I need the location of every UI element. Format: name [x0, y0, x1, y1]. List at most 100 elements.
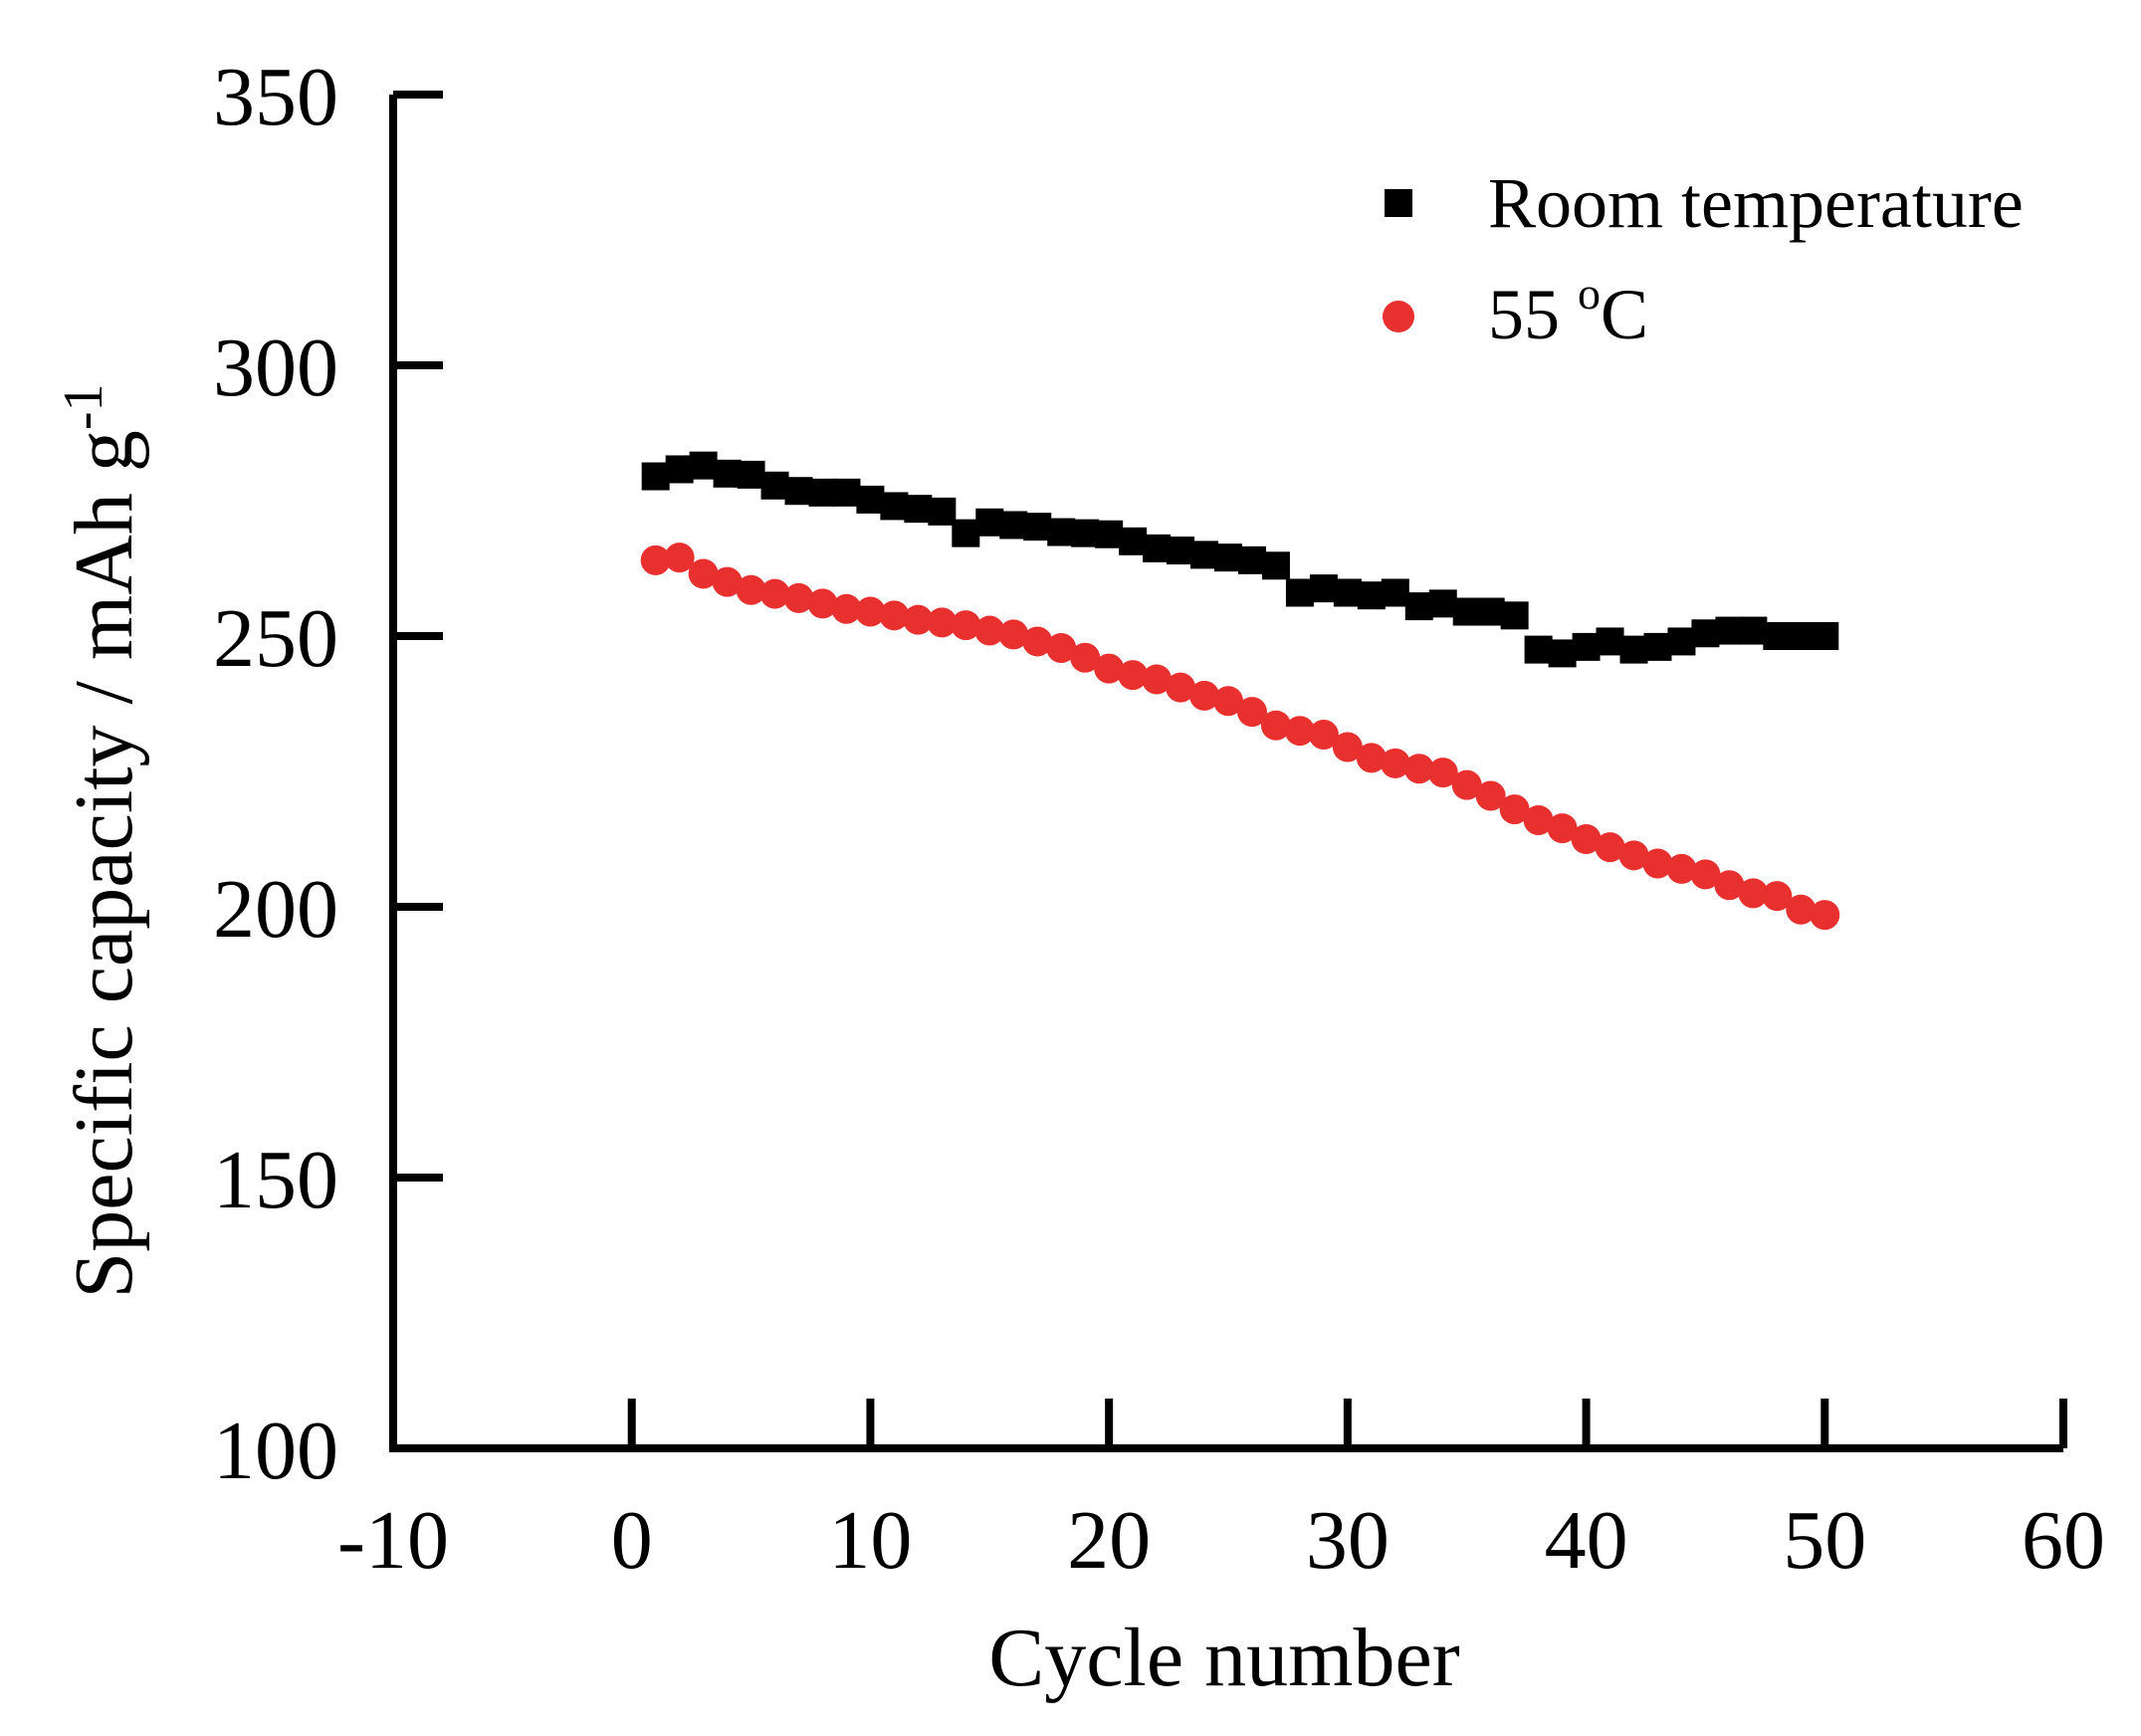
data-point-55c	[879, 600, 910, 631]
data-point-55c	[1714, 870, 1745, 901]
data-point-room-temperature	[1667, 627, 1696, 656]
x-tick-label: 10	[828, 1494, 912, 1587]
data-point-room-temperature	[760, 471, 789, 500]
data-point-room-temperature	[1333, 578, 1362, 607]
y-tick-label: 200	[213, 863, 338, 956]
data-point-55c	[807, 588, 838, 619]
data-point-55c	[998, 619, 1029, 650]
data-point-room-temperature	[808, 478, 837, 507]
data-point-room-temperature	[1715, 616, 1744, 645]
data-point-55c	[1332, 732, 1363, 762]
data-point-room-temperature	[1237, 545, 1266, 574]
data-point-room-temperature	[880, 492, 909, 521]
data-point-55c	[1356, 743, 1387, 773]
data-point-55c	[1213, 686, 1243, 717]
data-point-55c	[1738, 878, 1769, 909]
data-point-55c	[1642, 848, 1673, 879]
data-point-room-temperature	[1095, 520, 1124, 548]
data-point-55c	[1571, 824, 1602, 854]
data-point-room-temperature	[1190, 541, 1219, 569]
data-point-55c	[1166, 672, 1196, 703]
y-tick-label: 350	[213, 51, 338, 143]
y-tick-label: 250	[213, 592, 338, 685]
legend-label-55c: 55 oC	[1488, 268, 1648, 354]
data-point-room-temperature	[952, 519, 980, 547]
data-point-55c	[1786, 894, 1817, 925]
data-point-55c	[1427, 758, 1458, 788]
y-tick-label: 300	[213, 322, 338, 414]
data-point-room-temperature	[1500, 601, 1529, 630]
x-axis-label: Cycle number	[988, 1612, 1460, 1704]
data-point-55c	[712, 566, 743, 597]
data-point-55c	[831, 593, 862, 624]
series-55c	[640, 542, 1840, 931]
data-point-55c	[1475, 780, 1506, 811]
x-tick-label: 0	[611, 1494, 653, 1587]
data-point-55c	[1618, 840, 1649, 871]
data-point-55c	[1810, 900, 1840, 931]
y-tick-label: 150	[213, 1134, 338, 1226]
y-tick-label: 100	[213, 1405, 338, 1497]
data-point-room-temperature	[1167, 537, 1195, 565]
series-room-temperature	[641, 451, 1839, 668]
data-point-55c	[927, 607, 958, 638]
data-point-55c	[903, 604, 934, 635]
data-point-room-temperature	[1357, 581, 1386, 610]
data-point-55c	[951, 610, 981, 641]
data-point-room-temperature	[737, 460, 765, 489]
data-point-room-temperature	[1739, 616, 1768, 645]
data-point-room-temperature	[1309, 574, 1338, 603]
legend-marker-room-temperature	[1385, 189, 1412, 217]
data-point-room-temperature	[1763, 622, 1792, 650]
data-point-55c	[1547, 813, 1578, 844]
data-point-55c	[1284, 716, 1315, 747]
data-point-room-temperature	[1548, 639, 1577, 668]
data-point-55c	[1094, 653, 1125, 684]
data-point-room-temperature	[689, 451, 718, 480]
data-point-room-temperature	[832, 478, 861, 507]
data-point-room-temperature	[1619, 635, 1648, 664]
data-point-room-temperature	[856, 485, 885, 514]
data-point-55c	[688, 558, 719, 589]
data-point-55c	[1523, 804, 1554, 835]
data-point-55c	[1690, 859, 1721, 890]
data-point-55c	[1308, 720, 1339, 751]
data-point-55c	[1403, 754, 1434, 784]
data-point-room-temperature	[713, 459, 742, 488]
data-point-55c	[1236, 697, 1267, 728]
data-point-55c	[664, 542, 695, 573]
data-point-55c	[1118, 660, 1149, 691]
legend-label-55c-unit: C	[1601, 275, 1648, 354]
x-tick-label: 30	[1306, 1494, 1390, 1587]
data-point-room-temperature	[975, 508, 1004, 537]
data-point-room-temperature	[928, 497, 957, 526]
data-point-55c	[1595, 832, 1625, 863]
data-point-room-temperature	[1643, 632, 1672, 661]
data-point-room-temperature	[1524, 635, 1553, 664]
data-point-room-temperature	[1047, 518, 1076, 546]
data-point-room-temperature	[1596, 627, 1624, 656]
x-tick-label: 50	[1783, 1494, 1866, 1587]
data-point-55c	[855, 596, 886, 627]
data-point-room-temperature	[1476, 597, 1505, 626]
y-axis-label-main: Specific capacity / mAh g	[58, 430, 150, 1298]
data-point-room-temperature	[1811, 622, 1839, 650]
data-point-55c	[1762, 881, 1793, 912]
y-axis-label-superscript: -1	[53, 383, 114, 430]
data-point-room-temperature	[1119, 527, 1148, 555]
data-point-room-temperature	[999, 511, 1028, 540]
x-tick-label: -10	[337, 1494, 449, 1587]
y-axis-label: Specific capacity / mAh g-1	[53, 383, 150, 1298]
data-point-room-temperature	[665, 455, 694, 484]
data-point-room-temperature	[641, 462, 670, 491]
data-point-55c	[1189, 680, 1220, 711]
data-point-55c	[783, 582, 814, 613]
legend-label-55c-degree: o	[1578, 268, 1601, 319]
data-point-room-temperature	[1071, 519, 1100, 547]
data-point-55c	[1046, 632, 1077, 663]
x-tick-label: 60	[2022, 1494, 2105, 1587]
data-point-room-temperature	[1572, 632, 1601, 661]
data-point-room-temperature	[1787, 622, 1816, 650]
data-point-room-temperature	[1261, 551, 1290, 580]
x-tick-label: 40	[1545, 1494, 1628, 1587]
